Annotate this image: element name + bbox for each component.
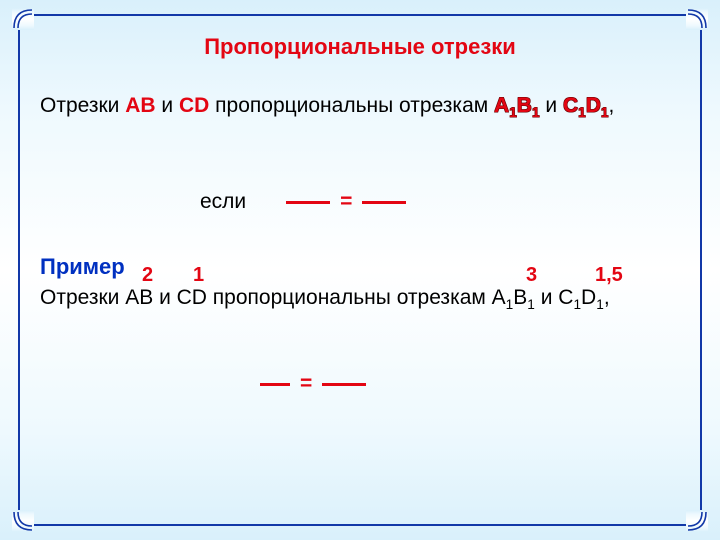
fraction-bar-right: [362, 201, 406, 204]
overlay-value-1: 2: [142, 264, 153, 287]
corner-ornament-tl: [12, 8, 34, 30]
if-word: если: [200, 190, 246, 214]
definition-line: Отрезки AB и CD пропорциональны отрезкам…: [40, 94, 680, 120]
segment-a1b1: A1B1: [494, 94, 540, 117]
equals-sign: =: [340, 190, 352, 214]
text: и: [156, 94, 179, 117]
overlay-value-4: 1,5: [595, 264, 623, 287]
text: и: [540, 94, 563, 117]
fraction-bar-left-2: [260, 383, 290, 386]
text: Отрезки: [40, 94, 125, 117]
fraction-equality-2: =: [260, 372, 366, 396]
slide-content: Пропорциональные отрезки Отрезки AB и CD…: [40, 30, 680, 510]
slide-title: Пропорциональные отрезки: [40, 34, 680, 60]
example-line-wrap: 2 1 3 1,5 Отрезки AB и CD пропорциональн…: [40, 286, 680, 312]
segment-cd: CD: [179, 94, 209, 117]
corner-ornament-br: [686, 510, 708, 532]
example-line: Отрезки AB и CD пропорциональны отрезкам…: [40, 286, 680, 312]
corner-ornament-tr: [686, 8, 708, 30]
overlay-value-3: 3: [526, 264, 537, 287]
text: пропорциональны отрезкам: [209, 94, 494, 117]
corner-ornament-bl: [12, 510, 34, 532]
text: ,: [609, 94, 615, 117]
example-heading: Пример: [40, 254, 680, 280]
example-equation: =: [260, 372, 680, 396]
fraction-bar-right-2: [322, 383, 366, 386]
segment-c1d1: C1D1: [563, 94, 609, 117]
fraction-equality: =: [286, 190, 406, 214]
overlay-value-2: 1: [193, 264, 204, 287]
fraction-bar-left: [286, 201, 330, 204]
segment-ab: AB: [125, 94, 155, 117]
proportion-equation: если =: [200, 190, 680, 214]
equals-sign-2: =: [300, 372, 312, 396]
